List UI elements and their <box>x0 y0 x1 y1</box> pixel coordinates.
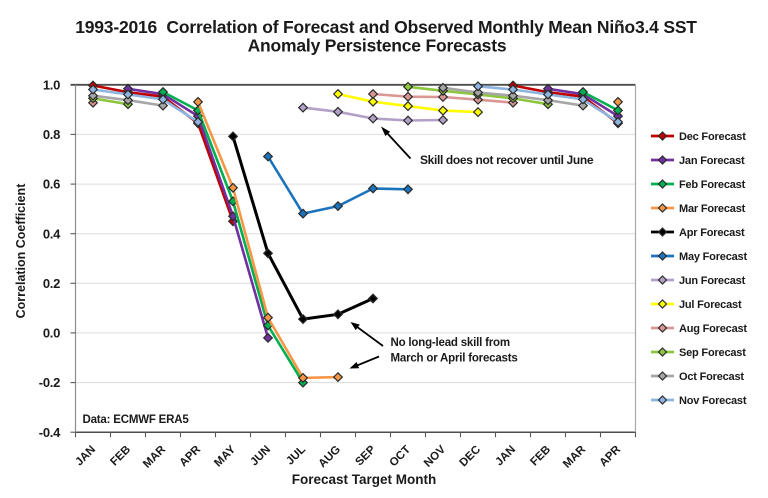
svg-text:Jan Forecast: Jan Forecast <box>679 155 745 167</box>
svg-text:0.6: 0.6 <box>43 177 60 192</box>
svg-text:Dec Forecast: Dec Forecast <box>679 131 746 143</box>
svg-text:Anomaly Persistence Forecasts: Anomaly Persistence Forecasts <box>248 36 507 56</box>
svg-text:May Forecast: May Forecast <box>679 251 747 263</box>
svg-text:Nov Forecast: Nov Forecast <box>679 395 747 407</box>
svg-text:0.0: 0.0 <box>43 326 60 341</box>
svg-text:Data: ECMWF ERA5: Data: ECMWF ERA5 <box>83 414 190 426</box>
svg-text:No long-lead skill from: No long-lead skill from <box>391 337 510 349</box>
svg-text:Forecast Target Month: Forecast Target Month <box>292 472 437 487</box>
svg-text:Apr Forecast: Apr Forecast <box>679 227 745 239</box>
svg-text:0.8: 0.8 <box>43 127 60 142</box>
svg-text:Mar Forecast: Mar Forecast <box>679 203 746 215</box>
svg-text:Feb Forecast: Feb Forecast <box>679 179 746 191</box>
svg-text:Oct Forecast: Oct Forecast <box>679 371 744 383</box>
svg-text:Jun Forecast: Jun Forecast <box>679 275 746 287</box>
svg-text:0.2: 0.2 <box>43 276 60 291</box>
svg-text:Aug Forecast: Aug Forecast <box>679 323 747 335</box>
svg-text:1.0: 1.0 <box>43 77 60 92</box>
svg-text:-0.4: -0.4 <box>39 425 61 440</box>
svg-text:March or April forecasts: March or April forecasts <box>391 353 518 365</box>
svg-text:Correlation Coefficient: Correlation Coefficient <box>14 183 28 319</box>
svg-text:Sep Forecast: Sep Forecast <box>679 347 746 359</box>
svg-text:1993-2016 Correlation of Fore: 1993-2016 Correlation of Forecast and Ob… <box>75 17 697 37</box>
svg-text:-0.2: -0.2 <box>39 375 60 390</box>
svg-text:0.4: 0.4 <box>43 226 61 241</box>
svg-text:Skill does not recover until J: Skill does not recover until June <box>420 153 594 167</box>
svg-text:Jul Forecast: Jul Forecast <box>679 299 742 311</box>
